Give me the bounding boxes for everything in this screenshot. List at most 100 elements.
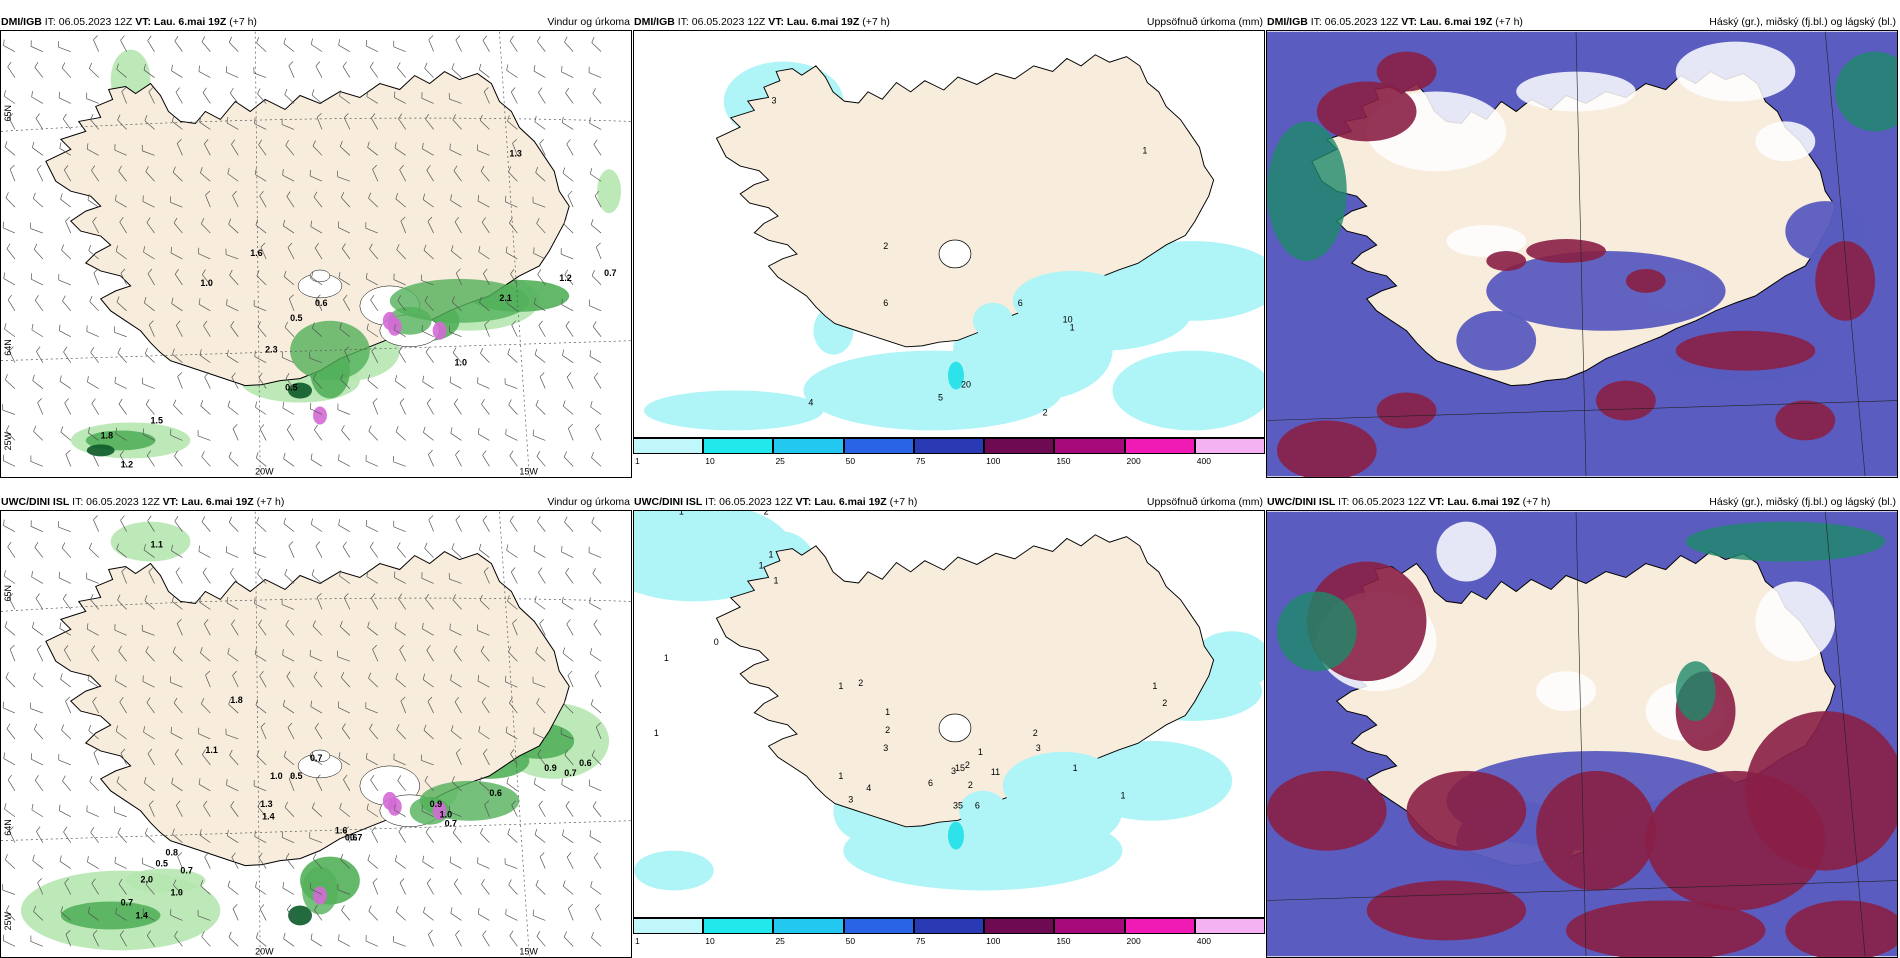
precip-area — [1112, 273, 1212, 309]
colorbar-tick: 400 — [1197, 936, 1211, 946]
colorbar-segment — [773, 438, 843, 454]
lead-time: (+7 h) — [887, 496, 918, 508]
run-info: UWC/DINI ISL IT: 06.05.2023 12Z VT: Lau.… — [634, 494, 917, 510]
colorbar-tick: 50 — [846, 456, 855, 466]
mid-cloud — [1526, 239, 1606, 263]
colorbar-tick: 1 — [635, 456, 640, 466]
precip-value: 1.5 — [151, 415, 163, 425]
precip-value: 2 — [965, 760, 970, 770]
precip-value: 3 — [1036, 743, 1041, 753]
clear-area — [1536, 671, 1596, 711]
colorbar-tick: 200 — [1127, 456, 1141, 466]
precip-value: 2 — [1033, 728, 1038, 738]
glacier — [939, 714, 971, 742]
lead-time: (+7 h) — [226, 16, 257, 28]
mid-cloud — [1367, 881, 1526, 941]
colorbar-segment — [1125, 918, 1195, 934]
precip-value: 6 — [928, 778, 933, 788]
run-info: DMI/IGB IT: 06.05.2023 12Z VT: Lau. 6.ma… — [1267, 14, 1523, 30]
colorbar-segment — [633, 918, 703, 934]
precip-area — [290, 321, 370, 381]
panel-dmi-precip: DMI/IGB IT: 06.05.2023 12Z VT: Lau. 6.ma… — [633, 14, 1265, 464]
lead-time: (+7 h) — [859, 16, 890, 28]
precip-value: 0.5 — [285, 383, 297, 393]
run-info: UWC/DINI ISL IT: 06.05.2023 12Z VT: Lau.… — [1267, 494, 1550, 510]
high-cloud — [1676, 661, 1716, 721]
precip-area — [959, 791, 1007, 831]
precip-value: 0.7 — [445, 819, 457, 829]
colorbar-segment — [984, 918, 1054, 934]
panel-dmi-wind: DMI/IGB IT: 06.05.2023 12Z VT: Lau. 6.ma… — [0, 14, 632, 464]
colorbar-tick: 25 — [775, 456, 784, 466]
mid-cloud — [1536, 771, 1656, 891]
mid-cloud — [1626, 269, 1666, 293]
precip-value: 1.1 — [205, 745, 217, 755]
precip-value: 1.3 — [509, 148, 521, 158]
mid-cloud — [1407, 771, 1527, 851]
precip-value: 0.7 — [180, 866, 192, 876]
precip-value: 1 — [1152, 681, 1157, 691]
valid-time: VT: Lau. 6.mai 19Z — [768, 16, 859, 28]
colorbar-segment — [914, 438, 984, 454]
axis-label: 64N — [3, 819, 13, 835]
precip-value: 0.7 — [310, 753, 322, 763]
colorbar-tick: 10 — [705, 936, 714, 946]
colorbar-segment — [633, 438, 703, 454]
precip-value: 3 — [951, 766, 956, 776]
high-cloud — [1267, 121, 1347, 261]
heavy-precip — [433, 322, 447, 340]
precip-value: 2 — [1043, 407, 1048, 417]
panel-header: DMI/IGB IT: 06.05.2023 12Z VT: Lau. 6.ma… — [0, 14, 632, 30]
precip-value: 1 — [838, 681, 843, 691]
precip-value: 20 — [961, 380, 971, 390]
precip-value: 0.8 — [165, 848, 177, 858]
axis-label: 15W — [519, 946, 538, 956]
high-cloud — [1277, 591, 1357, 671]
colorbar-segment — [1195, 438, 1265, 454]
product-title: Vindur og úrkoma — [547, 14, 630, 30]
precip-area — [87, 444, 115, 456]
colorbar-segment — [703, 918, 773, 934]
clear-area — [1755, 581, 1835, 661]
model-name: DMI/IGB — [634, 16, 675, 28]
precip-value: 1 — [1073, 763, 1078, 773]
precip-value: 0.7 — [564, 768, 576, 778]
precip-value: 2.3 — [265, 345, 277, 355]
mid-cloud — [1775, 401, 1835, 441]
precip-value: 11 — [991, 767, 1000, 777]
colorbar-tick: 50 — [846, 936, 855, 946]
panel-uwc-precip: UWC/DINI ISL IT: 06.05.2023 12Z VT: Lau.… — [633, 494, 1265, 944]
colorbar-segment — [1054, 918, 1124, 934]
colorbar-tick: 150 — [1056, 936, 1070, 946]
panel-header: UWC/DINI ISL IT: 06.05.2023 12Z VT: Lau.… — [0, 494, 632, 510]
precip-value: 1.0 — [455, 358, 467, 368]
valid-time: VT: Lau. 6.mai 19Z — [1429, 496, 1520, 508]
model-name: DMI/IGB — [1, 16, 42, 28]
colorbar-tick: 100 — [986, 456, 1000, 466]
init-time: IT: 06.05.2023 12Z — [1308, 16, 1401, 28]
mid-cloud — [1377, 52, 1437, 92]
precip-area — [973, 303, 1013, 339]
axis-label: 15W — [519, 466, 538, 476]
colorbar-tick: 10 — [705, 456, 714, 466]
precip-value: 0.6 — [345, 833, 357, 843]
mid-cloud — [1596, 381, 1656, 421]
panel-header: DMI/IGB IT: 06.05.2023 12Z VT: Lau. 6.ma… — [633, 14, 1265, 30]
colorbar-tick: 150 — [1056, 456, 1070, 466]
product-title: Uppsöfnuð úrkoma (mm) — [1147, 494, 1263, 510]
precip-value: 35 — [953, 801, 963, 811]
precip-value: 3 — [848, 795, 853, 805]
precip-value: 2.1 — [499, 293, 511, 303]
panel-uwc-clouds: UWC/DINI ISL IT: 06.05.2023 12Z VT: Lau.… — [1266, 494, 1898, 944]
colorbar-tick: 100 — [986, 936, 1000, 946]
axis-label: 25W — [3, 431, 13, 450]
precip-value: 1.4 — [136, 910, 148, 920]
axis-label: 25W — [3, 911, 13, 930]
high-cloud — [1686, 522, 1885, 562]
precip-value: 0.9 — [544, 763, 556, 773]
axis-label: 65N — [3, 585, 13, 601]
precip-value: 1 — [1142, 145, 1147, 155]
precip-area — [1103, 759, 1203, 803]
